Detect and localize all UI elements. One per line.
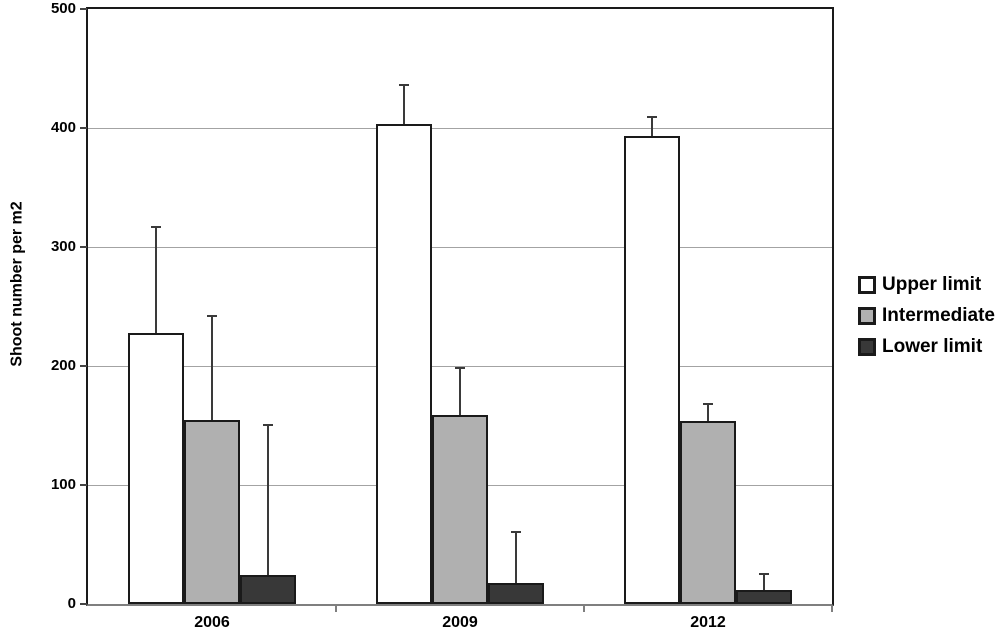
legend-swatch-upper-limit <box>858 276 876 294</box>
y-axis-tick-300 <box>80 246 87 248</box>
y-axis-tick-label-100: 100 <box>50 476 76 493</box>
gridline-300 <box>88 246 832 248</box>
y-axis-tick-label-0: 0 <box>67 595 76 612</box>
error-bar-2009-0 <box>403 83 405 125</box>
legend-label-upper-limit: Upper limit <box>882 274 982 295</box>
x-axis-tick-label-2009: 2009 <box>442 614 478 631</box>
x-axis-tick-label-2006: 2006 <box>194 614 230 631</box>
error-bar-2006-2 <box>267 424 269 576</box>
error-bar-cap-2009-1 <box>455 367 465 370</box>
y-axis-tick-100 <box>80 484 87 486</box>
x-axis-tick-label-2012: 2012 <box>690 614 726 631</box>
legend-item-intermediate: Intermediate <box>858 305 995 327</box>
error-bar-2006-0 <box>155 225 157 333</box>
bar-lower-limit-2009 <box>488 582 544 604</box>
y-axis-title-text: Shoot number per m2 <box>9 201 27 367</box>
legend-swatch-intermediate <box>858 307 876 325</box>
bar-upper-limit-2006 <box>128 332 184 604</box>
legend-item-upper-limit: Upper limit <box>858 274 995 296</box>
error-bar-2009-1 <box>459 367 461 415</box>
error-bar-cap-2006-2 <box>263 424 273 427</box>
y-axis-tick-400 <box>80 127 87 129</box>
error-bar-cap-2006-0 <box>151 225 161 228</box>
legend-label-intermediate: Intermediate <box>882 305 995 326</box>
bar-intermediate-2009 <box>432 414 488 604</box>
y-axis-tick-label-300: 300 <box>50 238 76 255</box>
y-axis-tick-label-500: 500 <box>50 0 76 17</box>
x-axis-tick-3 <box>831 606 833 612</box>
gridline-200 <box>88 365 832 367</box>
x-axis-tick-2 <box>583 606 585 612</box>
bar-upper-limit-2009 <box>376 124 432 604</box>
y-axis-tick-200 <box>80 365 87 367</box>
error-bar-2012-0 <box>651 116 653 137</box>
error-bar-cap-2009-2 <box>511 531 521 534</box>
legend-label-lower-limit: Lower limit <box>882 336 983 357</box>
error-bar-2009-2 <box>515 531 517 583</box>
error-bar-cap-2006-1 <box>207 314 217 317</box>
legend-swatch-lower-limit <box>858 338 876 356</box>
legend: Upper limit Intermediate Lower limit <box>858 274 995 358</box>
error-bar-cap-2012-2 <box>759 573 769 576</box>
legend-item-lower-limit: Lower limit <box>858 336 995 358</box>
error-bar-cap-2009-0 <box>399 83 409 86</box>
x-axis-tick-1 <box>335 606 337 612</box>
bar-intermediate-2012 <box>680 420 736 604</box>
plot-area <box>86 7 834 606</box>
bar-lower-limit-2012 <box>736 589 792 604</box>
error-bar-2012-2 <box>763 573 765 590</box>
y-axis-tick-label-400: 400 <box>50 119 76 136</box>
error-bar-2012-1 <box>707 402 709 421</box>
bar-lower-limit-2006 <box>240 575 296 604</box>
y-axis-tick-0 <box>80 603 87 605</box>
gridline-400 <box>88 127 832 129</box>
error-bar-cap-2012-0 <box>647 116 657 119</box>
error-bar-2006-1 <box>211 314 213 420</box>
error-bar-cap-2012-1 <box>703 402 713 405</box>
y-axis-tick-label-200: 200 <box>50 357 76 374</box>
y-axis-tick-500 <box>80 8 87 10</box>
bar-upper-limit-2012 <box>624 136 680 604</box>
bar-intermediate-2006 <box>184 419 240 604</box>
